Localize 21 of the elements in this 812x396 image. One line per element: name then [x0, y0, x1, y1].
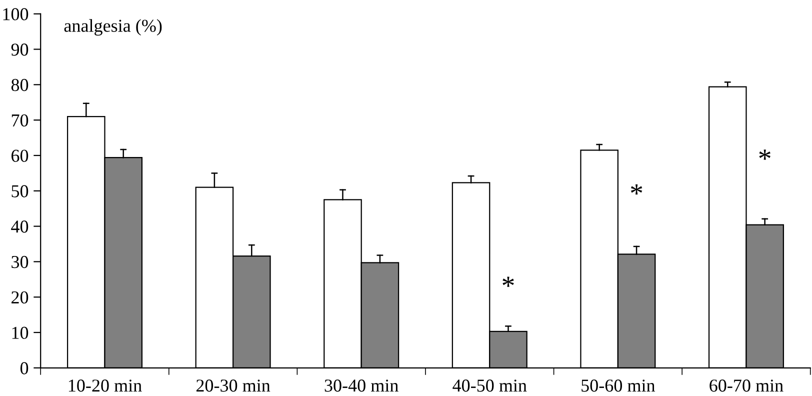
y-tick-label: 70	[12, 114, 28, 127]
y-tick-label: 20	[12, 291, 28, 304]
x-tick-label: 20-30 min	[196, 380, 270, 392]
y-tick-label: 60	[12, 150, 28, 162]
y-tick-label: 80	[11, 78, 28, 92]
y-tick-label: 40	[11, 220, 28, 233]
annotation: *	[630, 184, 642, 195]
y-axis-title: analgesia (%)	[64, 19, 162, 36]
y-tick-label: 100	[3, 8, 28, 20]
y-tick-label: 0	[20, 362, 28, 374]
annotation: *	[502, 276, 514, 287]
y-tick-label: 50	[12, 185, 28, 198]
y-tick-label: 10	[12, 326, 28, 339]
y-tick-label: 30	[12, 256, 28, 268]
annotation: *	[759, 150, 770, 160]
x-tick-label: 50-60 min	[582, 380, 656, 392]
x-tick-label: 40-50 min	[452, 380, 527, 392]
x-tick-label: 30-40 min	[324, 380, 398, 392]
x-tick-label: 10-20 min	[68, 380, 142, 392]
x-tick-label: 60-70 min	[710, 380, 784, 392]
y-tick-label: 90	[11, 44, 28, 56]
